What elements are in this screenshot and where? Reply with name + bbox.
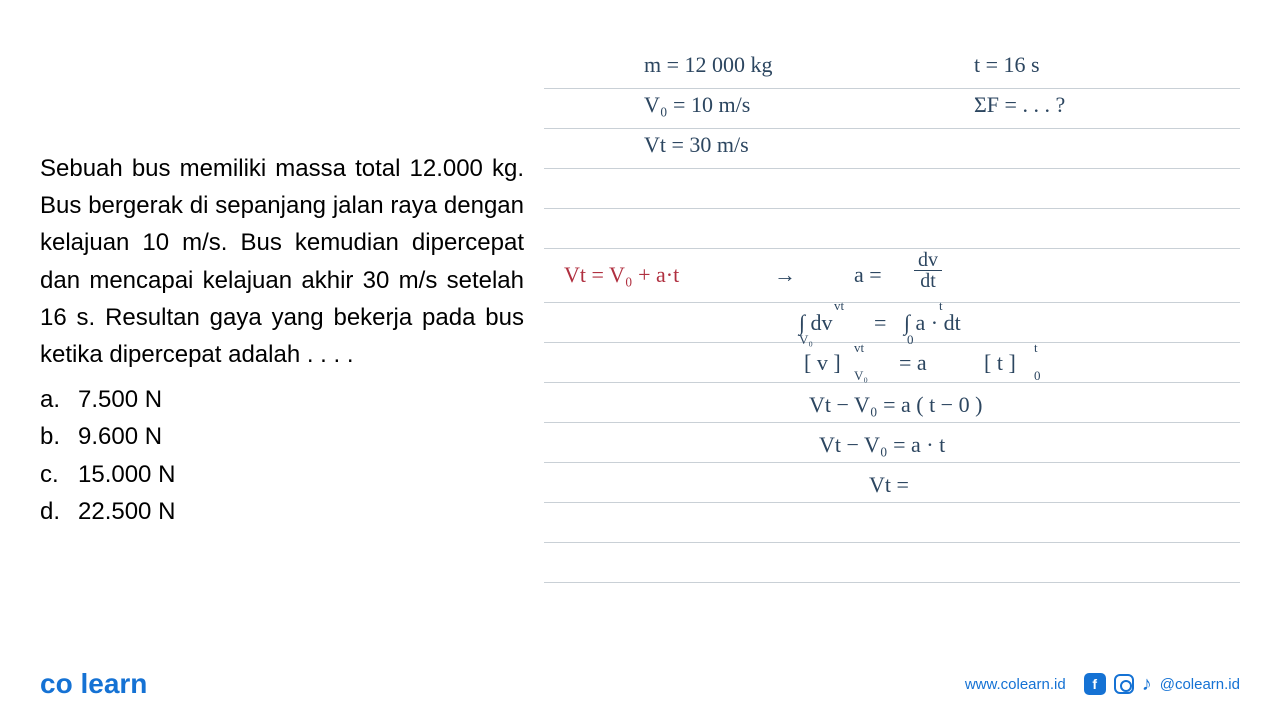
hw-int-eq: = xyxy=(874,310,886,336)
hw-eq1: Vt = V₀ + a·t xyxy=(564,262,679,288)
footer-url: www.colearn.id xyxy=(965,676,1066,693)
frac-num: dv xyxy=(914,250,942,271)
hw-bt-hi: t xyxy=(1034,340,1038,356)
hw-bv-lo: V₀ xyxy=(854,368,868,384)
social-icons: f ♪ @colearn.id xyxy=(1084,673,1240,695)
options-list: a. 7.500 N b. 9.600 N c. 15.000 N d. 22.… xyxy=(40,381,524,530)
hw-bt-lo: 0 xyxy=(1034,368,1041,384)
hw-sf: ΣF = . . . ? xyxy=(974,92,1065,118)
hw-int-hi2: t xyxy=(939,298,943,314)
frac-den: dt xyxy=(914,271,942,291)
hw-bracket-t: [ t ] xyxy=(984,350,1016,376)
opt-text: 9.600 N xyxy=(78,418,162,455)
hw-bv-hi: vt xyxy=(854,340,864,356)
opt-text: 7.500 N xyxy=(78,381,162,418)
option-d: d. 22.500 N xyxy=(40,493,524,530)
instagram-icon xyxy=(1114,674,1134,694)
hw-a-eq: a = xyxy=(854,262,882,288)
tiktok-icon: ♪ xyxy=(1142,673,1152,695)
hw-frac: dvdt xyxy=(914,250,942,291)
footer: co learn www.colearn.id f ♪ @colearn.id xyxy=(40,668,1240,700)
hw-m: m = 12 000 kg xyxy=(644,52,773,78)
logo: co learn xyxy=(40,668,147,700)
logo-left: co xyxy=(40,668,73,699)
hw-int-lo2: 0 xyxy=(907,332,914,348)
question-text: Sebuah bus memiliki massa total 12.000 k… xyxy=(40,150,524,373)
hw-eq2: = a xyxy=(899,350,927,376)
opt-letter: b. xyxy=(40,418,78,455)
hw-bracket-v: [ v ] xyxy=(804,350,841,376)
option-a: a. 7.500 N xyxy=(40,381,524,418)
facebook-icon: f xyxy=(1084,673,1106,695)
hw-line4: Vt − V₀ = a ( t − 0 ) xyxy=(809,392,982,418)
social-handle: @colearn.id xyxy=(1160,676,1240,693)
opt-letter: d. xyxy=(40,493,78,530)
logo-right: learn xyxy=(80,668,147,699)
opt-letter: a. xyxy=(40,381,78,418)
opt-text: 15.000 N xyxy=(78,456,175,493)
hw-int-hi1: vt xyxy=(834,298,844,314)
hw-int-lo1: V₀ xyxy=(799,332,813,348)
hw-line5: Vt − V₀ = a · t xyxy=(819,432,945,458)
hw-arrow: → xyxy=(774,262,796,288)
hw-line6: Vt = xyxy=(869,472,909,498)
opt-letter: c. xyxy=(40,456,78,493)
footer-right: www.colearn.id f ♪ @colearn.id xyxy=(965,673,1240,695)
hw-t: t = 16 s xyxy=(974,52,1040,78)
hw-vt: Vt = 30 m/s xyxy=(644,132,749,158)
opt-text: 22.500 N xyxy=(78,493,175,530)
option-c: c. 15.000 N xyxy=(40,456,524,493)
hw-v0: V₀ = 10 m/s xyxy=(644,92,750,118)
option-b: b. 9.600 N xyxy=(40,418,524,455)
